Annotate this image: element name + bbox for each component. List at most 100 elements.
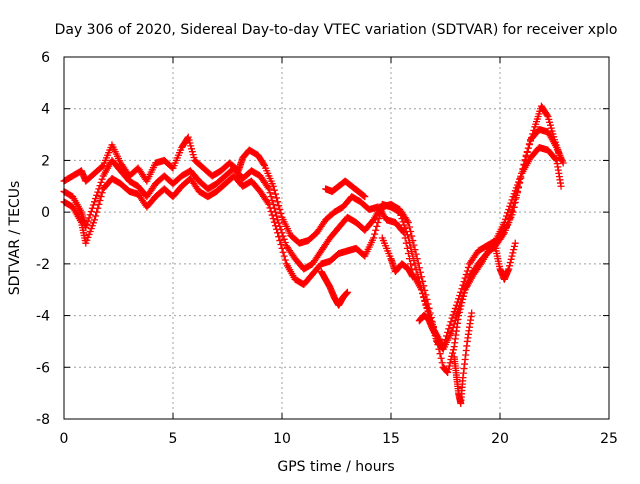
data-point: [377, 207, 385, 215]
data-point: [439, 343, 447, 351]
x-tick-label: 15: [382, 431, 400, 447]
data-point: [414, 259, 422, 267]
data-point: [409, 237, 417, 245]
data-point: [276, 237, 284, 245]
data-point: [97, 193, 105, 201]
data-point: [529, 130, 537, 138]
data-point: [456, 305, 464, 313]
data-point: [266, 204, 274, 212]
data-point: [449, 346, 457, 354]
x-tick-label: 5: [169, 431, 178, 447]
data-point: [374, 218, 382, 226]
data-point: [98, 189, 106, 197]
data-point: [410, 241, 418, 249]
data-point: [281, 239, 289, 247]
y-tick-label: -6: [36, 360, 50, 376]
data-point: [457, 302, 465, 310]
data-point: [408, 232, 416, 240]
data-point: [440, 339, 448, 347]
y-tick-label: 2: [41, 153, 50, 169]
data-point: [527, 137, 535, 145]
x-tick-label: 10: [273, 431, 291, 447]
data-point: [281, 256, 289, 264]
data-point: [426, 309, 434, 317]
data-point: [505, 206, 513, 214]
grid-layer: [64, 57, 609, 419]
data-point: [423, 295, 431, 303]
data-point: [518, 169, 526, 177]
data-point: [93, 191, 101, 199]
data-point: [458, 285, 466, 293]
data-point: [521, 156, 529, 164]
data-point: [510, 199, 518, 207]
data-point: [506, 259, 514, 267]
data-point: [524, 144, 532, 152]
data-point: [275, 202, 283, 210]
data-point: [265, 200, 273, 208]
data-point: [95, 200, 103, 208]
data-point: [91, 216, 99, 224]
data-point: [271, 222, 279, 230]
series-segment-f: [492, 239, 519, 283]
y-tick-label: 0: [41, 205, 50, 221]
data-point: [361, 193, 369, 201]
data-point: [525, 141, 533, 149]
data-point: [446, 321, 454, 329]
data-point: [273, 225, 281, 233]
data-point: [557, 182, 565, 190]
data-point: [438, 359, 446, 367]
data-point: [274, 229, 282, 237]
data-point: [400, 221, 408, 229]
data-point: [523, 148, 531, 156]
data-point: [403, 244, 411, 252]
data-point: [269, 182, 277, 190]
data-point: [507, 211, 515, 219]
data-point: [278, 244, 286, 252]
data-point: [269, 215, 277, 223]
data-point: [401, 224, 409, 232]
data-point: [98, 163, 106, 171]
data-point: [403, 231, 411, 239]
data-point: [280, 235, 288, 243]
data-point: [409, 273, 417, 281]
y-axis-label: SDTVAR / TECUs: [7, 181, 23, 296]
data-point: [460, 289, 468, 297]
data-point: [422, 291, 430, 299]
data-point: [463, 267, 471, 275]
series-track-1: [60, 125, 567, 353]
data-point: [92, 212, 100, 220]
data-point: [508, 207, 516, 215]
data-point: [277, 240, 285, 248]
data-point: [264, 199, 272, 207]
data-point: [508, 252, 516, 260]
data-point: [86, 211, 94, 219]
x-tick-label: 25: [600, 431, 618, 447]
data-point: [266, 189, 274, 197]
points-layer: [60, 102, 567, 407]
series-segment-d: [415, 312, 441, 340]
data-point: [443, 332, 451, 340]
data-point: [98, 175, 106, 183]
data-point: [517, 174, 525, 182]
data-point: [445, 325, 453, 333]
data-point: [373, 222, 381, 230]
y-tick-label: 4: [41, 102, 50, 118]
data-point: [445, 362, 453, 370]
data-point: [415, 264, 423, 272]
data-point: [407, 228, 415, 236]
y-tick-label: -8: [36, 412, 50, 428]
data-point: [418, 273, 426, 281]
series-segment-e: [450, 309, 476, 407]
data-point: [509, 203, 517, 211]
data-point: [279, 248, 287, 256]
data-point: [92, 195, 100, 203]
data-point: [371, 230, 379, 238]
data-point: [520, 160, 528, 168]
data-point: [264, 183, 272, 191]
data-point: [455, 308, 463, 316]
series-segment-a: [317, 268, 351, 309]
data-point: [275, 233, 283, 241]
data-point: [552, 155, 560, 163]
data-point: [84, 217, 92, 225]
